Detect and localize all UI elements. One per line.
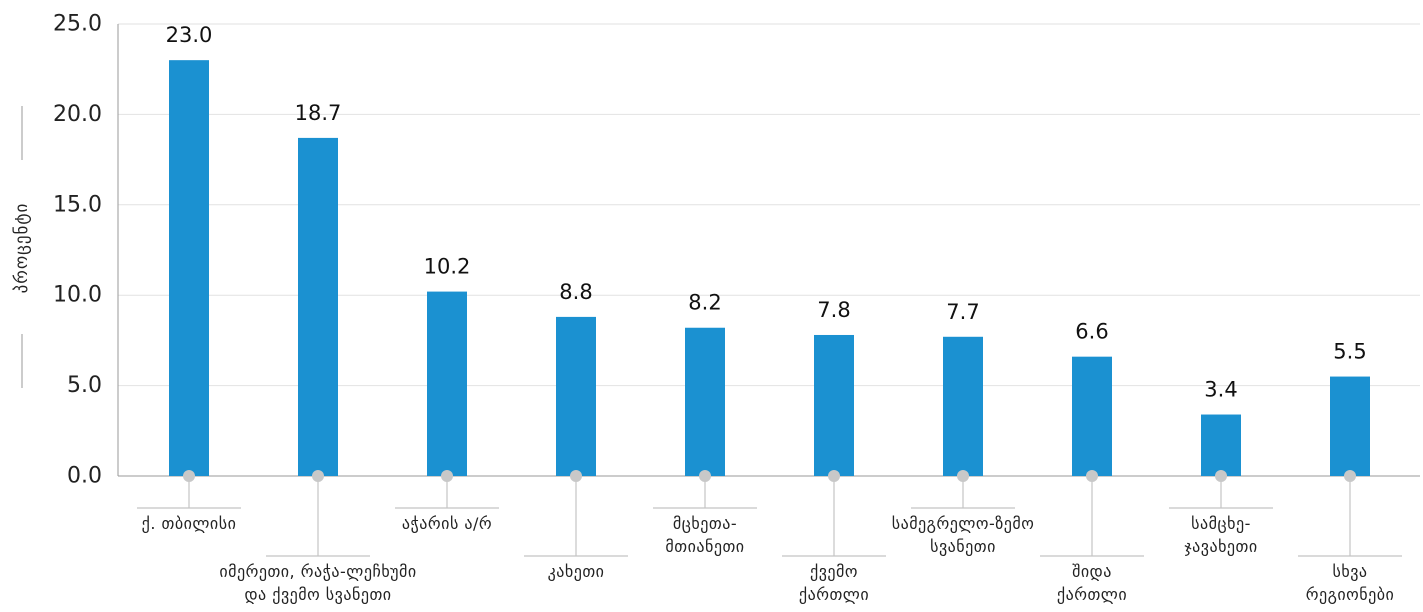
bar-value-label: 7.8 (817, 298, 850, 322)
category-label: სვანეთი (930, 537, 996, 556)
category-label: რეგიონები (1306, 585, 1395, 604)
category-label: და ქვემო სვანეთი (244, 585, 391, 604)
category-marker-dot (828, 470, 840, 482)
y-tick-label: 15.0 (53, 192, 102, 217)
category-label: სამეგრელო-ზემო (892, 514, 1035, 533)
category-marker-dot (1344, 470, 1356, 482)
category-marker-dot (570, 470, 582, 482)
bar (943, 336, 983, 476)
category-marker-dot (183, 470, 195, 482)
category-label: სამცხე- (1191, 514, 1251, 533)
category-label: ქართლი (1057, 585, 1127, 604)
y-tick-label: 20.0 (53, 102, 102, 127)
bar-value-label: 7.7 (946, 300, 979, 324)
category-marker-dot (312, 470, 324, 482)
bar-value-label: 6.6 (1075, 320, 1108, 344)
category-marker-dot (1215, 470, 1227, 482)
bar-value-label: 8.8 (559, 280, 592, 304)
bar (1072, 356, 1112, 476)
category-label: ქვემო (810, 562, 858, 581)
category-label: კახეთი (548, 562, 605, 581)
bar (169, 60, 209, 476)
category-label: აჭარის ა/რ (402, 514, 492, 533)
bar (1330, 376, 1370, 476)
category-marker-dot (1086, 470, 1098, 482)
bar (814, 334, 854, 476)
category-marker-dot (441, 470, 453, 482)
y-tick-label: 10.0 (53, 283, 102, 308)
y-tick-label: 5.0 (67, 373, 102, 398)
category-label: ჯავახეთი (1184, 537, 1257, 556)
bar (556, 316, 596, 476)
category-label: სხვა (1332, 562, 1367, 581)
bar-value-label: 3.4 (1204, 378, 1237, 402)
category-label: შიდა (1072, 562, 1112, 581)
bar (427, 291, 467, 476)
y-tick-label: 0.0 (67, 464, 102, 489)
category-marker-dot (957, 470, 969, 482)
bar-value-label: 8.2 (688, 291, 721, 315)
category-label: იმერეთი, რაჭა-ლეჩხუმი (219, 562, 416, 581)
bar-value-label: 5.5 (1333, 340, 1366, 364)
bar-value-label: 10.2 (424, 255, 471, 279)
bar (1201, 414, 1241, 476)
bar (685, 327, 725, 476)
category-label: მცხეთა- (673, 514, 737, 533)
category-marker-dot (699, 470, 711, 482)
category-label: მთიანეთი (665, 537, 744, 556)
y-tick-label: 25.0 (53, 12, 102, 37)
bar-value-label: 23.0 (166, 23, 213, 47)
y-axis-title: პროცენტი (12, 203, 32, 294)
category-label: ქართლი (799, 585, 869, 604)
category-label: ქ. თბილისი (142, 514, 237, 533)
bar (298, 137, 338, 477)
bar-value-label: 18.7 (295, 101, 342, 125)
